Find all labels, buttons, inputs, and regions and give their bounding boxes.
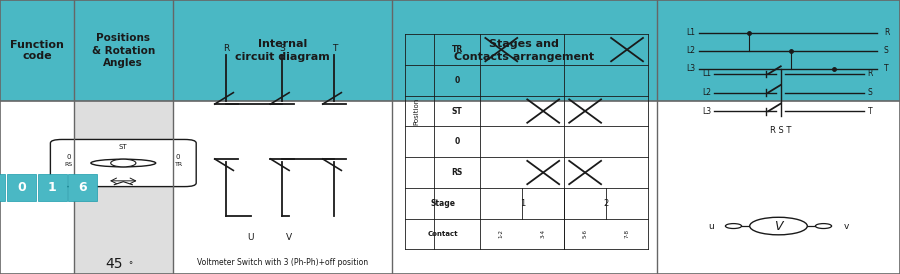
Text: 45: 45 [106, 257, 123, 272]
Text: L1: L1 [687, 28, 696, 37]
Text: Function
code: Function code [10, 40, 64, 61]
Text: 0: 0 [454, 76, 460, 85]
Text: T: T [332, 44, 337, 53]
Text: Voltmeter Switch with 3 (Ph-Ph)+off position: Voltmeter Switch with 3 (Ph-Ph)+off posi… [196, 258, 368, 267]
Text: V: V [286, 233, 292, 242]
Text: 7-8: 7-8 [625, 230, 629, 238]
Text: 0: 0 [17, 181, 26, 194]
Text: R: R [884, 28, 889, 37]
Text: 6: 6 [78, 181, 87, 194]
Text: V: V [774, 219, 783, 233]
Text: Contact: Contact [428, 231, 458, 237]
Text: 0: 0 [454, 137, 460, 146]
Bar [0, 0, 900, 101]
FancyBboxPatch shape [68, 174, 97, 201]
FancyBboxPatch shape [0, 174, 5, 201]
Text: 1: 1 [48, 181, 57, 194]
Text: Internal
circuit diagram: Internal circuit diagram [235, 39, 329, 62]
Text: 2: 2 [604, 199, 608, 208]
Text: 1-2: 1-2 [499, 230, 504, 238]
Circle shape [815, 224, 832, 229]
Text: Stage: Stage [430, 199, 455, 208]
Text: 0: 0 [67, 154, 71, 160]
Text: L3: L3 [702, 107, 711, 116]
Text: 0: 0 [176, 154, 180, 160]
Text: 1: 1 [519, 199, 525, 208]
Text: °: ° [128, 261, 132, 270]
Text: Positions
& Rotation
Angles: Positions & Rotation Angles [92, 33, 155, 68]
Text: L1: L1 [702, 70, 711, 78]
Text: v: v [843, 222, 849, 230]
Text: R: R [223, 44, 230, 53]
Text: ST: ST [452, 107, 463, 116]
Text: Position: Position [413, 98, 418, 125]
Text: S: S [279, 44, 285, 53]
Circle shape [111, 159, 136, 167]
Text: L3: L3 [687, 64, 696, 73]
Text: 3-4: 3-4 [541, 230, 545, 238]
Circle shape [725, 224, 742, 229]
Circle shape [750, 217, 807, 235]
Text: TR: TR [452, 45, 463, 54]
FancyBboxPatch shape [50, 139, 196, 187]
Text: ST: ST [119, 144, 128, 150]
Text: T: T [868, 107, 872, 116]
Text: RS: RS [64, 162, 72, 167]
Text: RS: RS [452, 168, 463, 177]
Text: u: u [708, 222, 714, 230]
Text: T: T [884, 64, 888, 73]
Text: R: R [868, 70, 873, 78]
Text: Stages and
Contacts arrangement: Stages and Contacts arrangement [454, 39, 594, 62]
Text: U: U [248, 233, 254, 242]
Text: R S T: R S T [770, 126, 791, 135]
Bar [74, 101, 173, 274]
FancyBboxPatch shape [38, 174, 67, 201]
Text: S: S [868, 88, 872, 97]
Text: TR: TR [175, 162, 183, 167]
Text: L2: L2 [687, 46, 696, 55]
Text: S: S [884, 46, 888, 55]
Text: L2: L2 [702, 88, 711, 97]
FancyBboxPatch shape [7, 174, 36, 201]
Text: 5-6: 5-6 [582, 230, 588, 238]
Ellipse shape [91, 159, 156, 167]
